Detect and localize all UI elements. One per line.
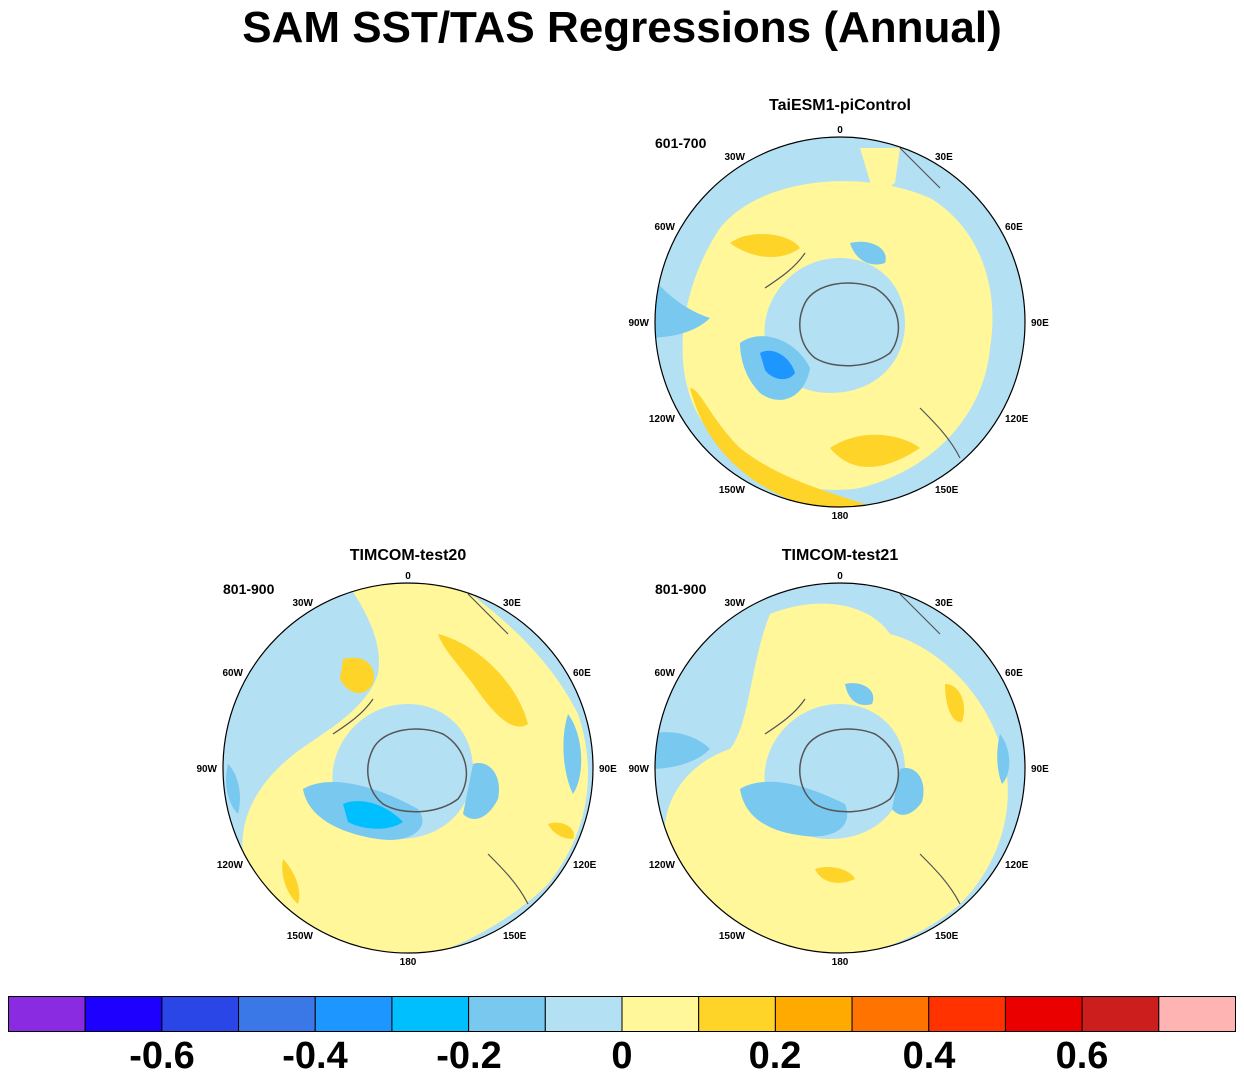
map-panel-test20: TIMCOM-test20 801-900 0 30E 60E 90E 120E… — [168, 534, 648, 974]
lon-label: 90W — [196, 764, 217, 775]
lon-label: 60W — [654, 668, 675, 679]
colorbar-swatches — [8, 996, 1237, 1032]
lon-label: 90W — [628, 318, 649, 329]
polar-map-test20: TIMCOM-test20 801-900 0 30E 60E 90E 120E… — [196, 547, 617, 968]
figure-title: SAM SST/TAS Regressions (Annual) — [242, 3, 1002, 52]
colorbar-swatch — [238, 996, 316, 1032]
lon-label: 120W — [649, 414, 676, 425]
lon-label: 30E — [503, 598, 521, 609]
polar-map-taiesm1: TaiESM1-piControl 601-700 0 30E 60E 90E … — [628, 97, 1049, 522]
lon-label: 180 — [832, 511, 849, 522]
lon-label: 120E — [1005, 860, 1029, 871]
colorbar-swatch — [1158, 996, 1237, 1032]
lon-label: 150E — [935, 931, 959, 942]
colorbar-tick-label: 0.2 — [748, 1035, 802, 1077]
lon-label: 30W — [724, 152, 745, 163]
colorbar-tick-label: 0.6 — [1055, 1035, 1109, 1077]
lon-label: 0 — [837, 125, 843, 136]
polar-map-test21: TIMCOM-test21 801-900 0 30E 60E 90E 120E… — [628, 547, 1049, 968]
colorbar-swatch — [468, 996, 546, 1032]
lon-label: 150W — [719, 931, 746, 942]
lon-label: 150W — [719, 485, 746, 496]
colorbar-tick-label: 0.4 — [902, 1035, 956, 1077]
map-border — [654, 136, 1026, 508]
lon-label: 150W — [287, 931, 314, 942]
colorbar-swatch — [851, 996, 930, 1032]
contour-field — [223, 583, 593, 953]
lon-label: 60E — [573, 668, 591, 679]
panel-period: 601-700 — [655, 135, 707, 151]
contour-field — [655, 583, 1025, 953]
lon-label: 60W — [222, 668, 243, 679]
lon-label: 90E — [599, 764, 617, 775]
lon-label: 0 — [405, 571, 411, 582]
colorbar-swatch — [314, 996, 393, 1032]
map-border — [222, 582, 594, 954]
lon-label: 60E — [1005, 222, 1023, 233]
contour-field — [655, 137, 1025, 507]
map-panel-taiesm1: TaiESM1-piControl 601-700 0 30E 60E 90E … — [600, 88, 1080, 528]
lon-label: 60W — [654, 222, 675, 233]
lon-label: 30W — [724, 598, 745, 609]
colorbar — [8, 996, 1237, 1037]
antarctica-outline — [799, 728, 900, 813]
colorbar-swatch — [928, 996, 1006, 1032]
lon-label: 150E — [503, 931, 527, 942]
lon-label: 120W — [217, 860, 244, 871]
lon-label: 60E — [1005, 668, 1023, 679]
colorbar-tick-label: -0.6 — [129, 1035, 195, 1077]
antarctica-outline — [367, 728, 468, 813]
lon-label: 90E — [1031, 764, 1049, 775]
colorbar-swatch — [544, 996, 623, 1032]
colorbar-swatch — [698, 996, 776, 1032]
lon-label: 180 — [832, 957, 849, 968]
lon-label: 0 — [837, 571, 843, 582]
colorbar-swatch — [8, 996, 86, 1032]
lon-label: 120W — [649, 860, 676, 871]
lon-label: 120E — [1005, 414, 1029, 425]
colorbar-swatch — [161, 996, 240, 1032]
panel-period: 801-900 — [655, 581, 707, 597]
colorbar-swatch — [84, 996, 163, 1032]
colorbar-tick-label: 0 — [611, 1035, 633, 1077]
lon-label: 180 — [400, 957, 417, 968]
lon-label: 150E — [935, 485, 959, 496]
colorbar-swatch — [1004, 996, 1083, 1032]
lon-label: 30W — [292, 598, 313, 609]
panel-period: 801-900 — [223, 581, 275, 597]
lon-label: 90W — [628, 764, 649, 775]
panel-title: TIMCOM-test20 — [350, 547, 467, 564]
antarctica-outline — [799, 282, 900, 367]
map-panel-test21: TIMCOM-test21 801-900 0 30E 60E 90E 120E… — [600, 534, 1080, 974]
panel-title: TIMCOM-test21 — [782, 547, 899, 564]
colorbar-tick-label: -0.4 — [282, 1035, 348, 1077]
panel-title: TaiESM1-piControl — [769, 97, 911, 114]
colorbar-swatch — [621, 996, 700, 1032]
lon-label: 30E — [935, 152, 953, 163]
colorbar-swatch — [391, 996, 470, 1032]
colorbar-swatch — [1081, 996, 1160, 1032]
colorbar-swatch — [774, 996, 853, 1032]
map-border — [654, 582, 1026, 954]
lon-label: 30E — [935, 598, 953, 609]
colorbar-tick-label: -0.2 — [436, 1035, 502, 1077]
lon-label: 90E — [1031, 318, 1049, 329]
lon-label: 120E — [573, 860, 597, 871]
